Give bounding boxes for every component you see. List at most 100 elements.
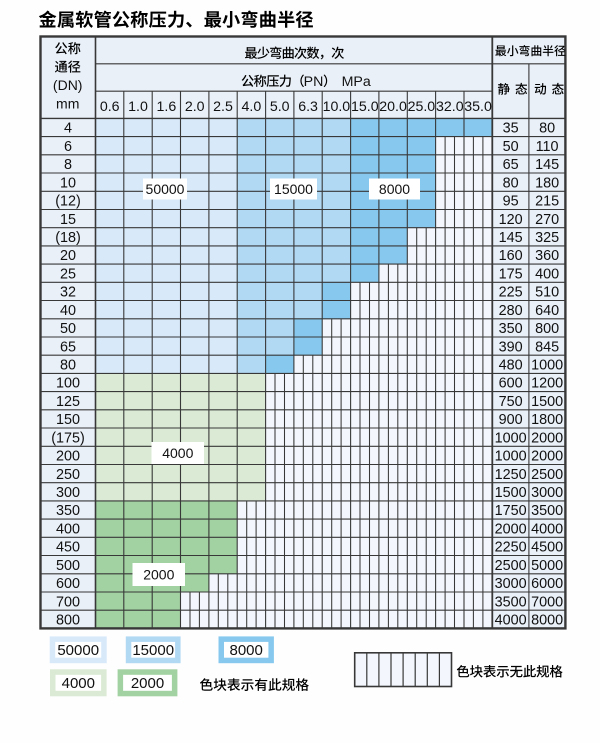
svg-text:325: 325 <box>535 230 559 246</box>
svg-text:3000: 3000 <box>495 576 527 592</box>
svg-text:600: 600 <box>499 376 523 392</box>
svg-text:1250: 1250 <box>495 467 527 483</box>
svg-text:4.0: 4.0 <box>242 99 262 115</box>
svg-text:120: 120 <box>499 212 523 228</box>
svg-text:0.6: 0.6 <box>100 99 120 115</box>
svg-text:80: 80 <box>60 358 76 374</box>
svg-text:845: 845 <box>535 339 559 355</box>
svg-text:480: 480 <box>499 358 523 374</box>
svg-text:3500: 3500 <box>495 594 527 610</box>
svg-text:35: 35 <box>503 121 519 137</box>
svg-text:95: 95 <box>503 194 519 210</box>
svg-text:3500: 3500 <box>531 503 563 519</box>
svg-text:6: 6 <box>64 139 72 155</box>
svg-text:4000: 4000 <box>162 445 193 461</box>
svg-text:MPa: MPa <box>342 74 371 90</box>
svg-text:(DN): (DN) <box>53 77 83 93</box>
svg-text:3000: 3000 <box>531 485 563 501</box>
svg-text:PN: PN <box>304 74 324 90</box>
svg-text:4: 4 <box>64 121 72 137</box>
svg-text:25.0: 25.0 <box>408 99 436 115</box>
svg-text:600: 600 <box>56 576 80 592</box>
svg-text:800: 800 <box>56 613 80 629</box>
svg-text:2.0: 2.0 <box>185 99 205 115</box>
svg-text:2500: 2500 <box>531 467 563 483</box>
svg-text:200: 200 <box>56 449 80 465</box>
svg-text:180: 180 <box>535 175 559 191</box>
svg-text:280: 280 <box>499 303 523 319</box>
svg-text:1500: 1500 <box>531 394 563 410</box>
svg-text:32: 32 <box>60 285 76 301</box>
svg-text:450: 450 <box>56 540 80 556</box>
svg-text:400: 400 <box>535 266 559 282</box>
svg-text:4000: 4000 <box>62 675 95 692</box>
svg-text:15000: 15000 <box>274 181 313 197</box>
svg-text:2.5: 2.5 <box>213 99 233 115</box>
svg-text:10: 10 <box>60 175 76 191</box>
svg-text:1750: 1750 <box>495 503 527 519</box>
svg-text:50: 50 <box>503 139 519 155</box>
svg-text:350: 350 <box>499 321 523 337</box>
svg-text:2250: 2250 <box>495 540 527 556</box>
svg-text:20.0: 20.0 <box>379 99 407 115</box>
svg-text:1.6: 1.6 <box>157 99 177 115</box>
svg-text:35.0: 35.0 <box>464 99 492 115</box>
svg-text:4500: 4500 <box>531 540 563 556</box>
svg-text:110: 110 <box>536 139 559 155</box>
svg-text:80: 80 <box>539 121 555 137</box>
svg-text:40: 40 <box>60 303 76 319</box>
svg-text:(175): (175) <box>51 430 85 446</box>
svg-text:145: 145 <box>499 230 523 246</box>
svg-text:900: 900 <box>499 412 523 428</box>
svg-text:750: 750 <box>499 394 523 410</box>
svg-text:300: 300 <box>56 485 80 501</box>
svg-text:(18): (18) <box>55 230 81 246</box>
svg-text:1000: 1000 <box>495 449 527 465</box>
svg-text:400: 400 <box>56 521 80 537</box>
svg-text:50000: 50000 <box>57 642 99 659</box>
svg-text:800: 800 <box>535 321 559 337</box>
svg-text:150: 150 <box>56 412 80 428</box>
svg-text:175: 175 <box>499 266 523 282</box>
svg-text:15000: 15000 <box>132 642 174 659</box>
svg-text:2000: 2000 <box>531 430 563 446</box>
svg-text:1000: 1000 <box>531 358 563 374</box>
svg-text:8000: 8000 <box>230 642 263 659</box>
svg-text:2000: 2000 <box>495 521 527 537</box>
svg-text:390: 390 <box>499 339 523 355</box>
svg-text:65: 65 <box>503 157 519 173</box>
svg-text:10.0: 10.0 <box>323 99 351 115</box>
svg-text:15: 15 <box>60 212 76 228</box>
svg-text:700: 700 <box>56 594 80 610</box>
svg-text:80: 80 <box>503 175 519 191</box>
svg-text:6000: 6000 <box>531 576 563 592</box>
svg-text:2000: 2000 <box>531 449 563 465</box>
svg-text:50000: 50000 <box>146 181 185 197</box>
svg-text:5.0: 5.0 <box>270 99 290 115</box>
svg-text:215: 215 <box>535 194 559 210</box>
svg-text:250: 250 <box>56 467 80 483</box>
svg-text:8000: 8000 <box>379 181 410 197</box>
svg-text:1000: 1000 <box>495 430 527 446</box>
svg-text:6.3: 6.3 <box>298 99 318 115</box>
svg-text:125: 125 <box>56 394 80 410</box>
svg-text:160: 160 <box>499 248 523 264</box>
svg-text:1.0: 1.0 <box>128 99 148 115</box>
svg-text:15.0: 15.0 <box>351 99 379 115</box>
svg-text:50: 50 <box>60 321 76 337</box>
svg-text:1200: 1200 <box>531 376 563 392</box>
svg-text:1500: 1500 <box>495 485 527 501</box>
svg-text:4000: 4000 <box>531 521 563 537</box>
svg-text:360: 360 <box>535 248 559 264</box>
svg-text:100: 100 <box>56 376 80 392</box>
svg-text:25: 25 <box>60 266 76 282</box>
svg-text:mm: mm <box>56 96 79 112</box>
svg-text:32.0: 32.0 <box>436 99 464 115</box>
svg-text:7000: 7000 <box>531 594 563 610</box>
svg-text:1800: 1800 <box>531 412 563 428</box>
svg-text:2000: 2000 <box>131 675 164 692</box>
svg-text:270: 270 <box>535 212 559 228</box>
svg-text:4000: 4000 <box>495 613 527 629</box>
svg-text:5000: 5000 <box>531 558 563 574</box>
svg-text:(12): (12) <box>55 194 81 210</box>
